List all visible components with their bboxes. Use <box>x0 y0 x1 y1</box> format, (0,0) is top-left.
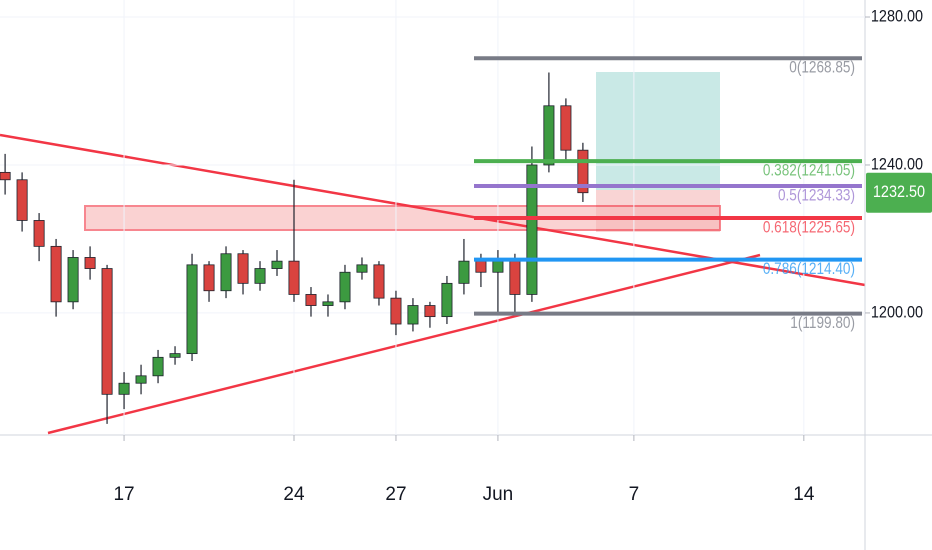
trend-line <box>47 253 761 435</box>
candle-body <box>118 382 130 395</box>
candle-body <box>356 264 368 273</box>
candle-body <box>373 264 385 299</box>
x-tick-label: 27 <box>385 484 406 505</box>
x-tick-label: 24 <box>283 484 305 505</box>
candle-body <box>33 220 45 247</box>
y-tick-label: 1240.00 <box>871 155 923 173</box>
candle-body <box>271 260 283 269</box>
candle-body <box>203 264 215 292</box>
candle-body <box>16 179 28 221</box>
candle-body <box>390 297 402 325</box>
candle-body <box>543 105 555 166</box>
candle-body <box>305 294 317 306</box>
candle-body <box>220 253 232 292</box>
fib-label: 0(1268.85) <box>789 58 855 77</box>
candle-body <box>560 105 572 151</box>
fib-label: 1(1199.80) <box>790 314 855 333</box>
candle-body <box>135 375 147 384</box>
candle-body <box>526 164 538 295</box>
candle-body <box>475 260 487 273</box>
candle-body <box>339 271 351 303</box>
candle-body <box>186 264 198 355</box>
candle-body <box>50 245 62 303</box>
candle-body <box>67 257 79 303</box>
candle-body <box>288 260 300 295</box>
candle-body <box>254 268 266 284</box>
x-tick-label: 17 <box>113 484 134 505</box>
candle-body <box>152 356 164 377</box>
candle-body <box>492 260 504 273</box>
candle-body <box>441 282 453 318</box>
x-tick-label: Jun <box>483 484 514 505</box>
x-tick-label: 14 <box>793 484 815 505</box>
candle-body <box>577 149 589 194</box>
fib-label: 0.786(1214.40) <box>763 260 855 279</box>
candle-body <box>458 260 470 284</box>
fib-label: 0.618(1225.65) <box>763 218 855 237</box>
candle-body <box>237 253 249 284</box>
y-tick-label: 1280.00 <box>871 8 923 26</box>
fib-label: 0.382(1241.05) <box>763 161 855 180</box>
candle-body <box>509 260 521 295</box>
y-tick-label: 1200.00 <box>871 303 923 321</box>
candle-body <box>0 171 11 181</box>
fib-label: 0.5(1234.33) <box>778 186 855 205</box>
last-price-label: 1232.50 <box>873 183 925 201</box>
x-tick-label: 7 <box>629 484 640 505</box>
candle-body <box>101 268 113 395</box>
last-price-tag <box>866 172 932 213</box>
candle-body <box>322 301 334 306</box>
candle-body <box>407 305 419 325</box>
candle-body <box>169 353 181 358</box>
candle-body <box>424 305 436 318</box>
target-zone <box>596 72 720 190</box>
candle-body <box>84 257 96 269</box>
